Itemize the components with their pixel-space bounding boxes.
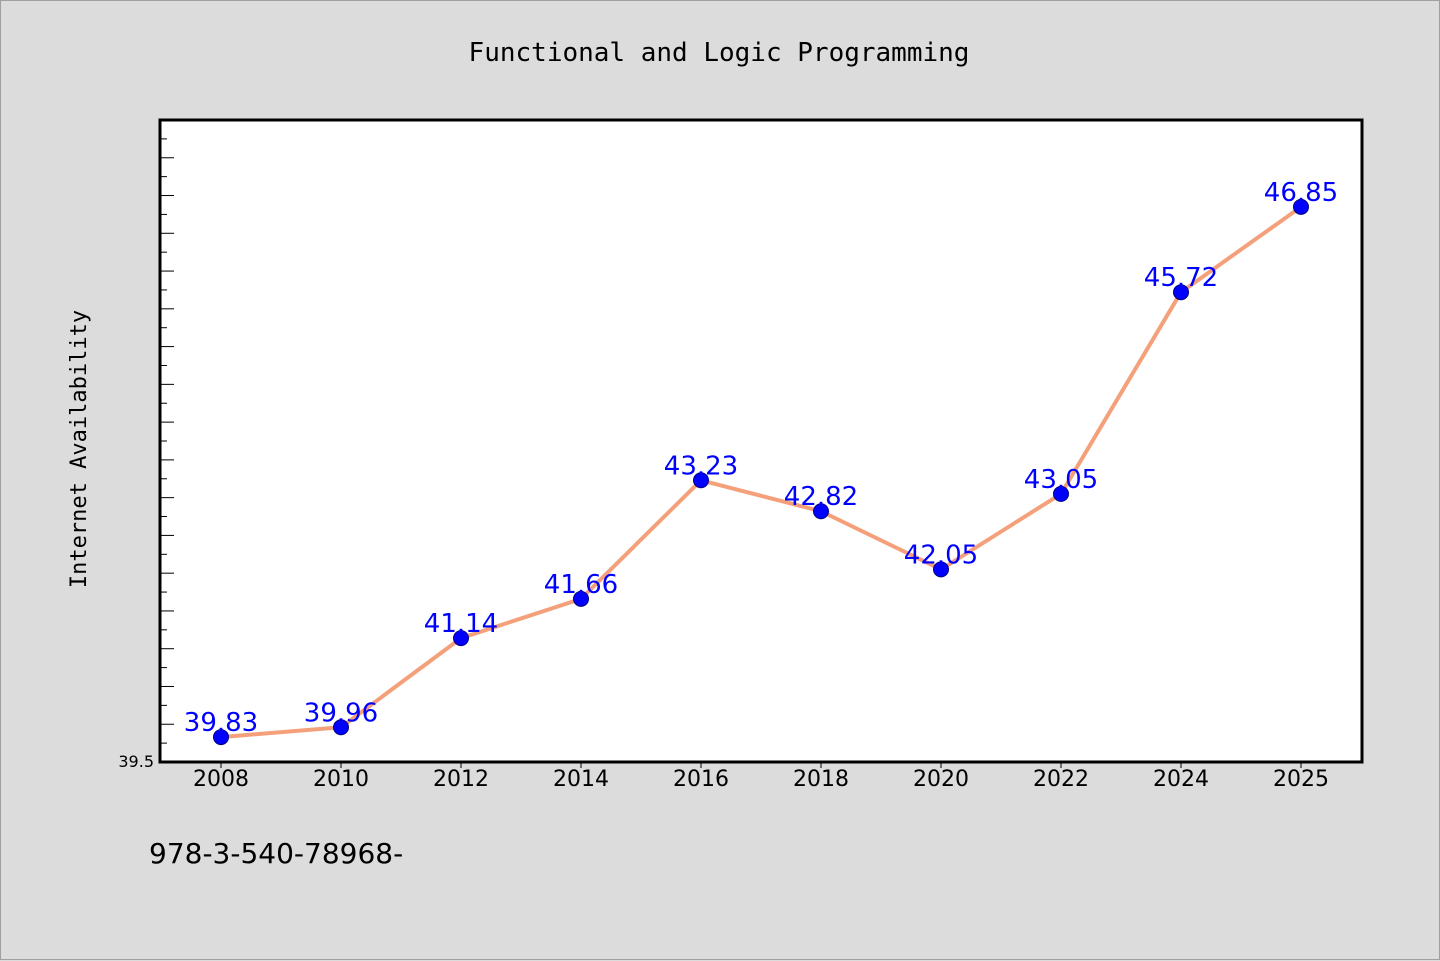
plot-area <box>158 118 1364 764</box>
data-point-marker <box>453 630 469 647</box>
data-label: 41.14 <box>424 609 498 639</box>
x-tick-label: 2014 <box>553 767 609 792</box>
x-tick-label: 2008 <box>193 767 249 792</box>
y-tick-label: 39.5 <box>118 752 154 771</box>
data-label: 39.96 <box>304 698 378 728</box>
marker-group <box>213 198 1309 746</box>
x-axis-ticks: 2008 2010 2012 2014 2016 2018 2020 2022 2024 2025 <box>193 762 1329 792</box>
data-label: 45.72 <box>1144 263 1218 293</box>
data-point-marker <box>213 729 229 746</box>
series-line-group <box>220 205 1303 740</box>
x-tick-label: 2018 <box>793 767 849 792</box>
data-label-group: 39.83 39.96 41.14 41.66 43.23 42.82 42.05 43.05… <box>184 178 1338 738</box>
footer-isbn-text: 978-3-540-78968- <box>149 837 403 870</box>
x-tick-label: 2024 <box>1153 767 1209 792</box>
x-tick-label: 2016 <box>673 767 729 792</box>
x-tick-label: 2010 <box>313 767 369 792</box>
data-point-marker <box>1173 284 1189 301</box>
x-tick-label: 2025 <box>1273 767 1329 792</box>
data-label: 42.82 <box>784 482 858 512</box>
data-label: 46.85 <box>1264 178 1338 208</box>
y-axis-minor-ticks <box>160 119 174 763</box>
chart-title: Functional and Logic Programming <box>469 38 970 68</box>
x-tick-label: 2020 <box>913 767 969 792</box>
data-label: 41.66 <box>544 570 618 600</box>
data-label: 42.05 <box>904 540 978 570</box>
data-label: 43.23 <box>664 451 738 481</box>
data-point-marker <box>1293 198 1309 215</box>
series-line <box>220 205 1303 740</box>
x-tick-label: 2012 <box>433 767 489 792</box>
data-point-marker <box>693 472 709 489</box>
data-point-marker <box>333 719 349 736</box>
data-label: 39.83 <box>184 708 258 738</box>
x-tick-label: 2022 <box>1033 767 1089 792</box>
data-point-marker <box>1053 485 1069 502</box>
data-point-marker <box>933 561 949 578</box>
data-point-marker <box>813 503 829 520</box>
y-axis-label: Internet Availability <box>67 310 92 588</box>
data-point-marker <box>573 590 589 607</box>
data-label: 43.05 <box>1024 465 1098 495</box>
